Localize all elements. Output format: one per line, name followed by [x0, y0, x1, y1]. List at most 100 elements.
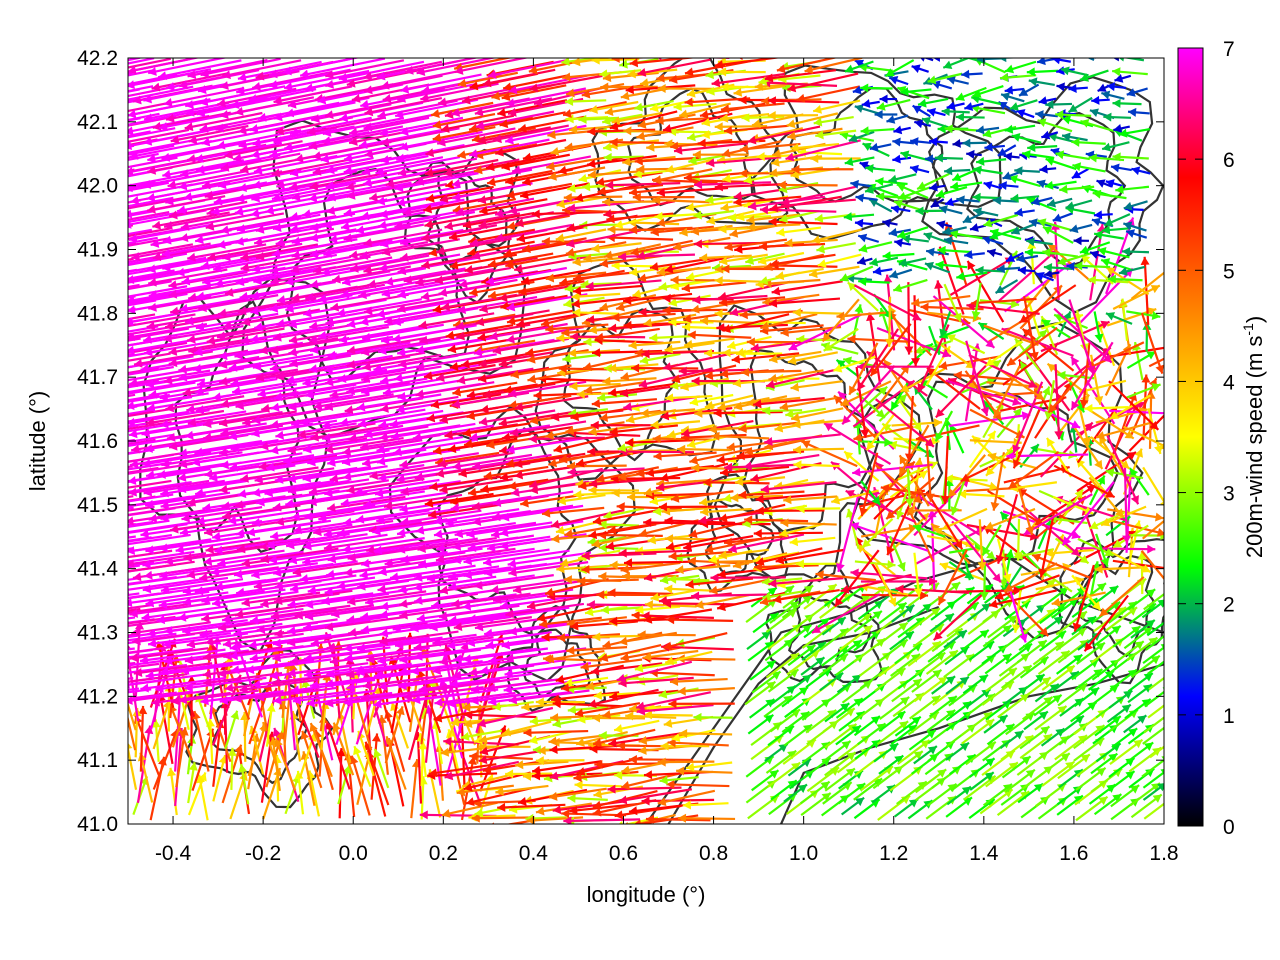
wind-vector: [300, 730, 323, 789]
wind-vector: [573, 270, 639, 283]
wind-vector: [523, 728, 589, 738]
wind-vector: [553, 433, 621, 454]
wind-vector: [687, 330, 752, 340]
wind-vector: [128, 588, 187, 600]
wind-vector: [224, 710, 240, 750]
wind-vector: [128, 327, 190, 341]
wind-vector: [324, 393, 405, 411]
wind-vector: [661, 506, 715, 516]
wind-vector: [744, 515, 809, 525]
wind-vector: [179, 520, 263, 537]
wind-vector: [608, 363, 659, 373]
wind-vector: [564, 676, 609, 688]
wind-vector: [1109, 668, 1138, 691]
wind-vector: [588, 477, 663, 489]
wind-vector: [623, 395, 700, 412]
colorbar-bar: [1177, 47, 1204, 827]
wind-vector: [721, 264, 785, 274]
y-axis-title: latitude (°): [25, 391, 50, 492]
wind-vector: [904, 282, 914, 355]
wind-vector: [128, 493, 174, 503]
wind-vector: [128, 325, 159, 333]
wind-vector: [482, 549, 570, 567]
wind-vector: [248, 633, 332, 650]
wind-vector: [982, 624, 1013, 648]
y-tick-label: 41.3: [77, 622, 118, 645]
wind-vector: [796, 504, 841, 514]
wind-vector: [428, 503, 501, 519]
wind-vector: [928, 695, 958, 718]
wind-vector: [1089, 250, 1106, 260]
wind-vector: [670, 490, 734, 503]
wind-vector: [985, 699, 1012, 721]
wind-vector: [181, 266, 265, 286]
wind-vector: [378, 559, 462, 577]
wind-vector: [1130, 793, 1163, 819]
y-tick-label: 42.2: [77, 47, 118, 70]
wind-vector: [1147, 408, 1163, 455]
wind-vector: [196, 774, 209, 821]
wind-vector: [323, 521, 408, 539]
wind-vector: [852, 463, 933, 477]
wind-vector: [383, 493, 463, 510]
wind-vector: [824, 702, 850, 723]
wind-vector: [313, 393, 394, 411]
wind-vector: [699, 253, 752, 263]
wind-vector: [863, 42, 897, 56]
wind-vector: [467, 535, 551, 553]
wind-vector: [212, 383, 298, 402]
wind-vector: [854, 739, 881, 760]
wind-vector: [499, 520, 584, 537]
wind-vector: [815, 570, 876, 582]
wind-vector: [1035, 271, 1055, 282]
wind-vector: [569, 381, 621, 391]
wind-vector: [447, 437, 518, 454]
wind-vector: [841, 364, 896, 425]
wind-vector: [1126, 741, 1154, 764]
wind-vector: [1118, 265, 1146, 276]
wind-vector: [313, 520, 394, 537]
wind-vector: [677, 444, 732, 454]
wind-vector: [412, 424, 495, 442]
wind-vector: [977, 321, 1005, 340]
wind-vector: [858, 277, 890, 287]
wind-vector: [184, 676, 267, 692]
wind-vector: [272, 560, 358, 577]
wind-vector: [894, 798, 919, 818]
wind-vector: [342, 537, 425, 554]
wind-vector: [935, 363, 989, 419]
wind-vector: [1108, 757, 1136, 778]
wind-vector: [128, 448, 155, 455]
wind-vector: [346, 590, 427, 606]
wind-vector: [800, 440, 858, 468]
contour-line: [713, 304, 923, 583]
wind-vector: [128, 465, 133, 469]
wind-vector: [270, 411, 351, 429]
wind-vector: [469, 424, 551, 442]
wind-vector: [1054, 734, 1088, 761]
wind-vector: [178, 439, 263, 458]
wind-vector: [128, 269, 152, 276]
wind-vector: [711, 431, 770, 441]
wind-vector: [424, 492, 494, 508]
wind-vector: [323, 535, 404, 552]
wind-vector: [780, 518, 837, 528]
wind-vector: [141, 605, 228, 622]
wind-vector: [142, 449, 229, 468]
wind-vector: [580, 658, 643, 671]
wind-vector: [140, 676, 226, 693]
wind-vector: [874, 398, 935, 448]
wind-vector: [273, 689, 355, 705]
wind-vector: [485, 266, 568, 286]
wind-vector: [414, 645, 497, 661]
wind-vector: [787, 644, 816, 667]
wind-vector: [303, 646, 391, 663]
x-tick-label: 0.4: [519, 842, 549, 865]
wind-vector: [219, 477, 298, 494]
wind-vector: [128, 479, 172, 489]
wind-vector: [347, 546, 428, 562]
wind-vector: [1075, 641, 1106, 665]
wind-vector: [478, 728, 531, 744]
wind-vector: [138, 705, 148, 772]
wind-vector: [999, 511, 1022, 536]
